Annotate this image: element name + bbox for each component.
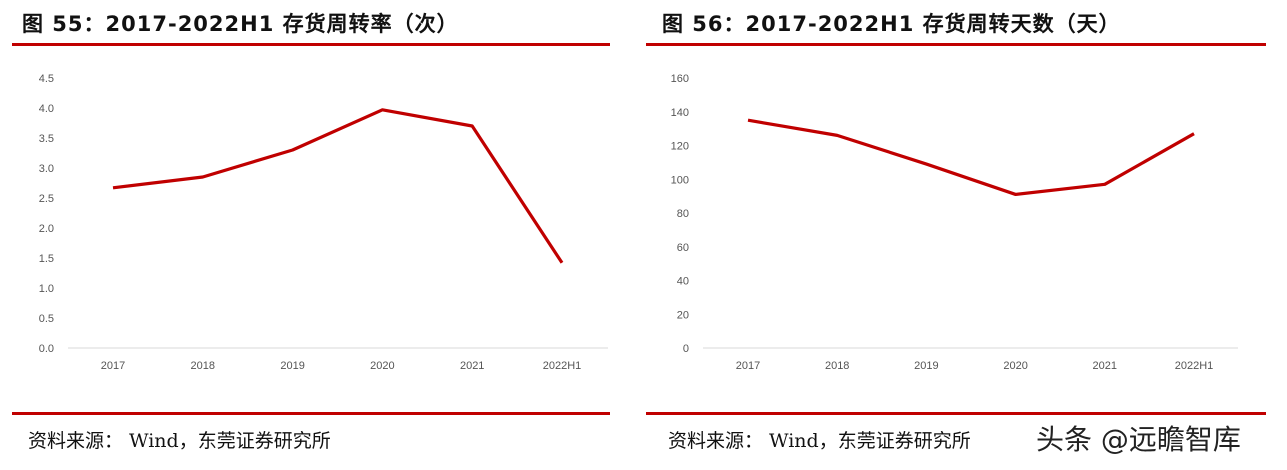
y-tick-label: 120 — [671, 141, 689, 153]
title-divider — [646, 43, 1266, 46]
y-tick-label: 4.5 — [39, 73, 54, 85]
title-divider — [12, 43, 610, 46]
y-tick-label: 20 — [677, 309, 689, 321]
source-divider — [12, 412, 610, 415]
y-tick-label: 0.0 — [39, 343, 54, 355]
chart-panel-inventory-turnover: 图 55：2017-2022H1 存货周转率（次） 0.0 0.5 1.0 1.5 2.… — [0, 0, 620, 470]
y-tick-label: 80 — [677, 208, 689, 220]
x-tick-label: 2018 — [191, 360, 215, 372]
x-tick-label: 2020 — [370, 360, 394, 372]
chart-panel-inventory-days: 图 56：2017-2022H1 存货周转天数（天） 0 20 40 60 80 100 1… — [640, 0, 1287, 470]
x-tick-label: 2020 — [1003, 360, 1027, 372]
x-tick-label: 2017 — [736, 360, 760, 372]
y-tick-label: 1.0 — [39, 283, 54, 295]
x-tick-label: 2021 — [1093, 360, 1117, 372]
y-tick-label: 3.5 — [39, 133, 54, 145]
chart-title: 图 55：2017-2022H1 存货周转率（次） — [22, 12, 459, 36]
y-tick-label: 0 — [683, 343, 689, 355]
source-note: 资料来源： Wind，东莞证券研究所 — [668, 430, 971, 452]
line-chart-inventory-days: 0 20 40 60 80 100 120 140 160 2017 2018 2019 2020 202… — [671, 73, 1238, 372]
x-tick-label: 2018 — [825, 360, 849, 372]
source-note: 资料来源： Wind，东莞证券研究所 — [28, 430, 331, 452]
y-tick-label: 40 — [677, 276, 689, 288]
y-tick-label: 2.5 — [39, 193, 54, 205]
y-tick-label: 4.0 — [39, 103, 54, 115]
x-tick-label: 2022H1 — [543, 360, 582, 372]
x-tick-label: 2021 — [460, 360, 484, 372]
series-line — [112, 108, 564, 264]
chart-title: 图 56：2017-2022H1 存货周转天数（天） — [662, 12, 1121, 36]
y-tick-label: 140 — [671, 107, 689, 119]
source-divider — [646, 412, 1266, 415]
y-tick-label: 3.0 — [39, 163, 54, 175]
x-tick-label: 2017 — [101, 360, 125, 372]
watermark: 头条 @远瞻智库 — [1036, 423, 1241, 456]
y-tick-label: 1.5 — [39, 253, 54, 265]
y-tick-label: 60 — [677, 242, 689, 254]
x-tick-label: 2019 — [280, 360, 304, 372]
line-chart-inventory-turnover: 0.0 0.5 1.0 1.5 2.0 2.5 3.0 3.5 4.0 4.5 2017 2018 20… — [39, 73, 608, 372]
x-tick-label: 2022H1 — [1175, 360, 1214, 372]
series-line — [747, 118, 1195, 197]
y-tick-label: 160 — [671, 73, 689, 85]
y-tick-label: 100 — [671, 174, 689, 186]
x-tick-label: 2019 — [914, 360, 938, 372]
y-tick-label: 0.5 — [39, 313, 54, 325]
y-tick-label: 2.0 — [39, 223, 54, 235]
